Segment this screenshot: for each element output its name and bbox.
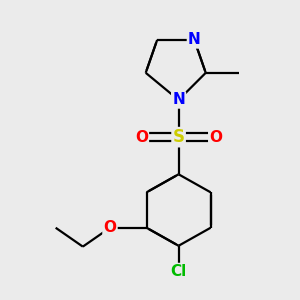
Text: O: O	[103, 220, 116, 235]
Text: O: O	[135, 130, 148, 145]
Text: O: O	[209, 130, 222, 145]
Text: N: N	[172, 92, 185, 107]
Text: N: N	[188, 32, 201, 47]
Text: Cl: Cl	[170, 264, 187, 279]
Text: S: S	[172, 128, 184, 146]
